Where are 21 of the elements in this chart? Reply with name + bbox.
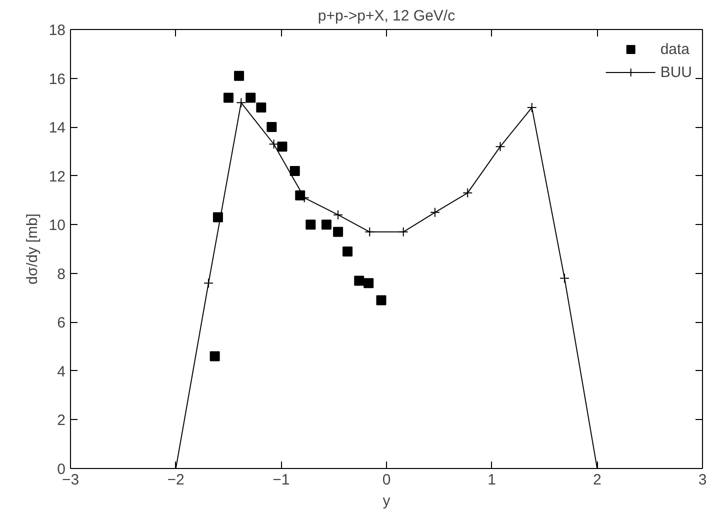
x-axis-title: y xyxy=(382,492,391,510)
y-tick-label: 12 xyxy=(48,168,66,186)
y-tick-label: 6 xyxy=(57,314,66,332)
y-tick-label: 2 xyxy=(57,412,66,430)
y-tick-label: 10 xyxy=(48,217,66,234)
y-tick-label: 8 xyxy=(57,266,66,283)
x-tick-label: 1 xyxy=(488,472,496,488)
legend-label: data xyxy=(660,40,690,58)
y-tick-label: 16 xyxy=(48,70,66,88)
y-tick-label: 0 xyxy=(57,461,66,478)
x-tick-label: −1 xyxy=(272,472,290,488)
y-tick-label: 4 xyxy=(57,363,66,380)
y-axis-title: dσ/dy [mb] xyxy=(24,214,41,284)
y-tick-label: 18 xyxy=(48,22,66,39)
y-tick-label: 14 xyxy=(48,120,66,137)
x-tick-label: 3 xyxy=(698,472,707,488)
chart-title: p+p->p+X, 12 GeV/c xyxy=(318,8,456,24)
x-tick-label: 0 xyxy=(382,472,391,488)
legend-label: BUU xyxy=(660,64,692,80)
x-tick-label: 2 xyxy=(592,472,602,488)
x-tick-label: −2 xyxy=(167,472,184,488)
